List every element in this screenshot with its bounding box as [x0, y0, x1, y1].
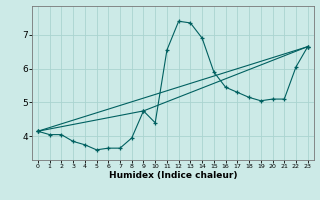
X-axis label: Humidex (Indice chaleur): Humidex (Indice chaleur)	[108, 171, 237, 180]
